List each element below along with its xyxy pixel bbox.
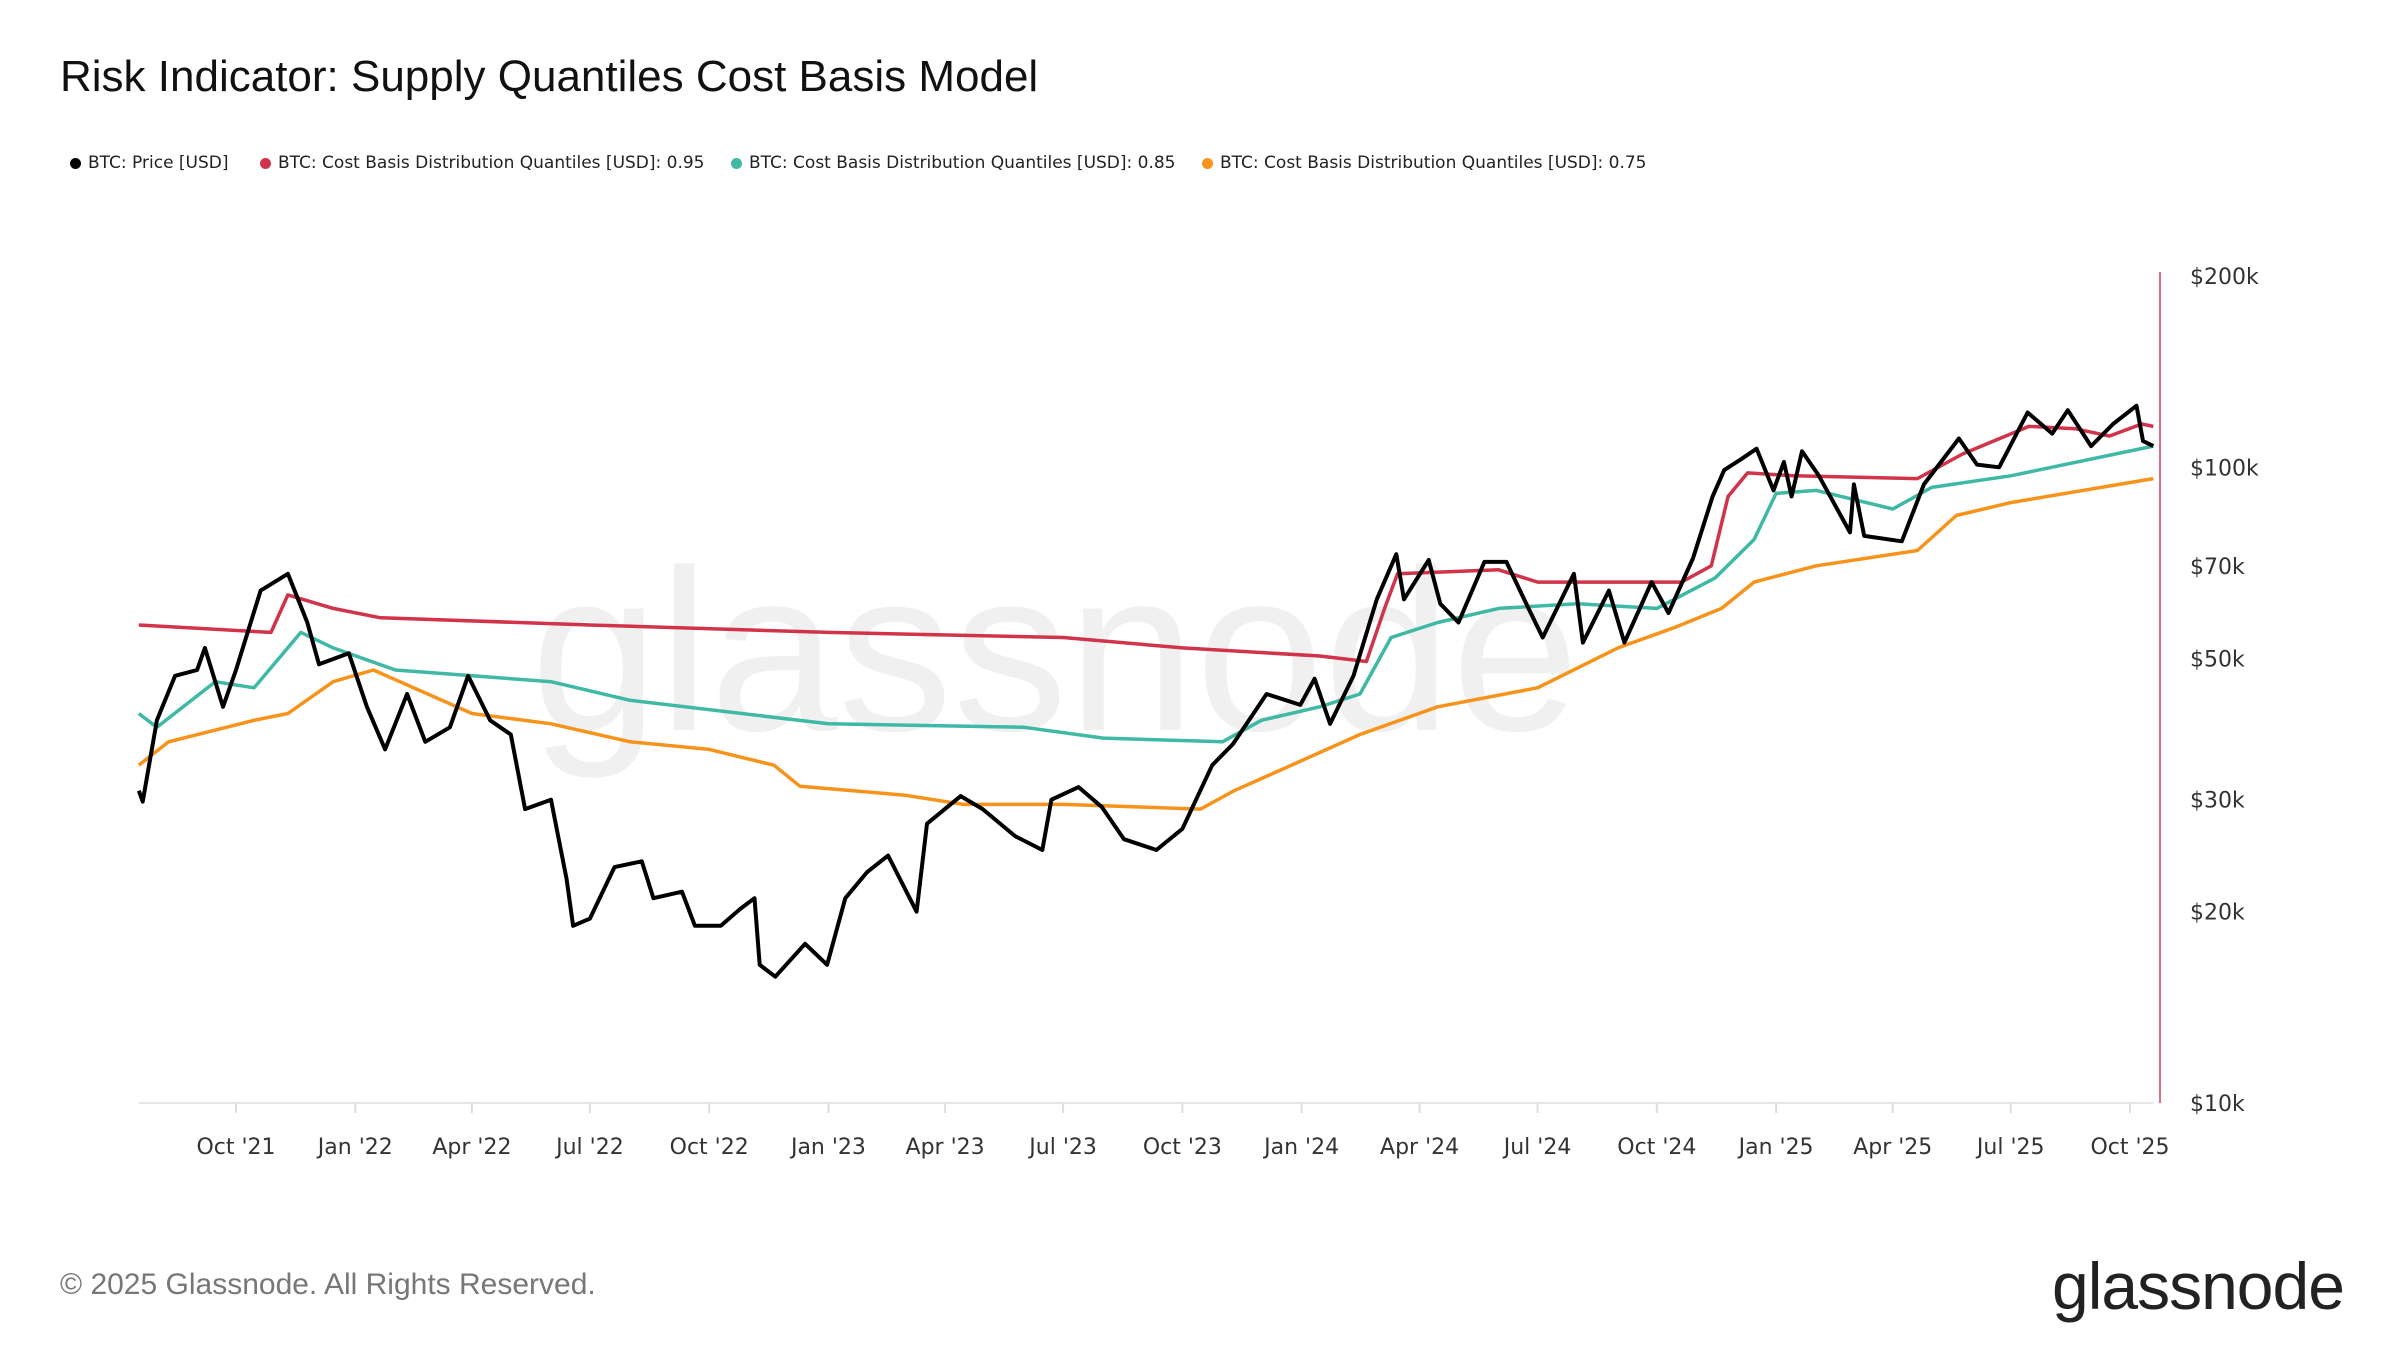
glassnode-logo: glassnode bbox=[2052, 1249, 2345, 1323]
x-tick-label: Jul '25 bbox=[1975, 1135, 2045, 1160]
series-line-0 bbox=[136, 403, 2155, 979]
x-tick-label: Apr '25 bbox=[1853, 1135, 1932, 1160]
y-tick-label: $20k bbox=[2190, 901, 2245, 926]
x-tick-label: Oct '23 bbox=[1143, 1135, 1222, 1160]
series-line-1 bbox=[138, 422, 2154, 664]
x-tick-label: Jan '22 bbox=[316, 1135, 393, 1160]
legend-dot bbox=[1202, 157, 1213, 169]
legend-item-q95[interactable]: BTC: Cost Basis Distribution Quantiles [… bbox=[260, 153, 705, 173]
legend-dot bbox=[70, 157, 81, 169]
x-tick-label: Jan '24 bbox=[1262, 1135, 1339, 1160]
y-tick-label: $100k bbox=[2190, 456, 2259, 481]
x-tick-label: Oct '25 bbox=[2090, 1135, 2169, 1160]
legend-dot bbox=[731, 157, 742, 169]
legend-item-q85[interactable]: BTC: Cost Basis Distribution Quantiles [… bbox=[731, 153, 1176, 173]
legend-label: BTC: Cost Basis Distribution Quantiles [… bbox=[278, 153, 705, 173]
chart-title: Risk Indicator: Supply Quantiles Cost Ba… bbox=[60, 52, 1039, 101]
legend-label: BTC: Cost Basis Distribution Quantiles [… bbox=[749, 153, 1176, 173]
legend-item-q75[interactable]: BTC: Cost Basis Distribution Quantiles [… bbox=[1202, 153, 1647, 173]
legend-dot bbox=[260, 157, 271, 169]
x-tick-label: Apr '23 bbox=[906, 1135, 985, 1160]
x-tick-label: Jul '24 bbox=[1502, 1135, 1572, 1160]
x-tick-label: Oct '22 bbox=[670, 1135, 749, 1160]
y-tick-label: $10k bbox=[2190, 1092, 2245, 1117]
legend-item-price[interactable]: BTC: Price [USD] bbox=[70, 153, 229, 173]
series-line-3 bbox=[137, 476, 2154, 811]
legend-label: BTC: Cost Basis Distribution Quantiles [… bbox=[1220, 153, 1647, 173]
y-tick-label: $50k bbox=[2190, 648, 2245, 673]
x-tick-label: Apr '22 bbox=[432, 1135, 511, 1160]
y-tick-label: $200k bbox=[2190, 265, 2259, 290]
watermark: glassnode bbox=[531, 522, 1580, 779]
x-tick-label: Apr '24 bbox=[1380, 1135, 1459, 1160]
x-tick-label: Jul '22 bbox=[554, 1135, 624, 1160]
y-tick-label: $70k bbox=[2190, 555, 2245, 580]
x-tick-label: Jan '25 bbox=[1737, 1135, 1814, 1160]
x-tick-label: Oct '24 bbox=[1617, 1135, 1696, 1160]
y-tick-label: $30k bbox=[2190, 789, 2245, 814]
x-tick-label: Jan '23 bbox=[789, 1135, 866, 1160]
legend-label: BTC: Price [USD] bbox=[88, 153, 229, 173]
x-tick-label: Jul '23 bbox=[1027, 1135, 1097, 1160]
x-tick-label: Oct '21 bbox=[196, 1135, 275, 1160]
copyright: © 2025 Glassnode. All Rights Reserved. bbox=[60, 1268, 596, 1301]
